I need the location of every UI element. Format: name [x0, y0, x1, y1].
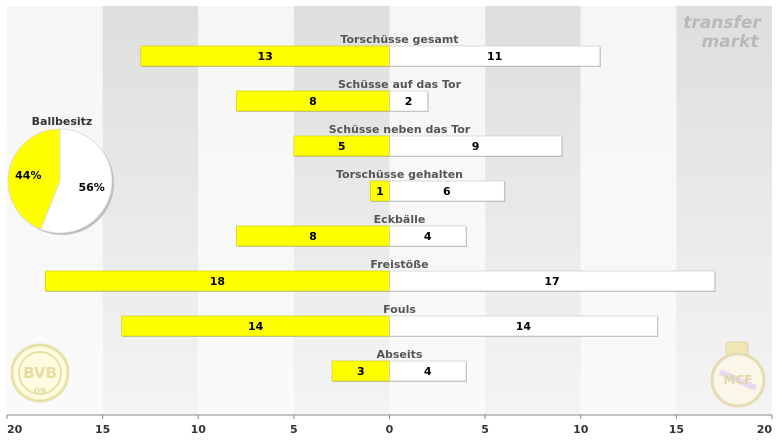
category-row: Schüsse auf das Tor 8 2 — [236, 78, 462, 112]
svg-text:09: 09 — [34, 387, 47, 397]
bar-right-value: 11 — [487, 50, 502, 63]
bar-right-value: 2 — [405, 95, 413, 108]
category-row: Eckbälle 8 4 — [236, 213, 467, 247]
bar-right — [389, 270, 715, 292]
bar-left-value: 13 — [258, 50, 273, 63]
bar-left-value: 18 — [210, 275, 225, 288]
category-label: Abseits — [377, 348, 423, 361]
category-label: Schüsse neben das Tor — [329, 123, 471, 136]
category-label: Fouls — [383, 303, 416, 316]
svg-text:MCF: MCF — [724, 373, 753, 387]
category-row: Abseits 3 4 — [331, 348, 467, 382]
x-axis: 20 15 10 5 0 5 10 15 20 — [6, 414, 773, 436]
x-tick-label: 10 — [573, 423, 589, 436]
category-label: Eckbälle — [374, 213, 426, 226]
pie-slice — [7, 128, 61, 230]
bar-right-value: 17 — [544, 275, 559, 288]
grid-band — [580, 6, 677, 415]
svg-text:BVB: BVB — [23, 364, 57, 382]
bar-right-value: 4 — [424, 230, 432, 243]
bvb-09-crest-icon: BVB 09 — [10, 343, 70, 403]
category-label: Freistöße — [370, 258, 428, 271]
x-tick-label: 15 — [669, 423, 684, 436]
bar-right — [389, 180, 505, 202]
category-label: Schüsse auf das Tor — [338, 78, 462, 91]
possession-pie: Ballbesitz 44% 56% — [7, 115, 114, 235]
x-tick-label: 5 — [481, 423, 489, 436]
grid-band — [293, 6, 390, 415]
category-row: Schüsse neben das Tor 5 9 — [293, 123, 563, 157]
bar-left-value: 5 — [338, 140, 346, 153]
pie-slice-label: 56% — [78, 181, 104, 194]
grid-band — [676, 6, 772, 415]
grid-band — [102, 6, 199, 415]
x-tick-label: 10 — [191, 423, 207, 436]
category-row: Torschüsse gehalten 1 6 — [336, 168, 506, 202]
watermark-line-2: markt — [701, 32, 759, 52]
bar-right — [389, 90, 429, 112]
bar-left-value: 14 — [248, 320, 264, 333]
transfermarkt-watermark: transfer markt — [683, 13, 762, 52]
bar-left-value: 1 — [376, 185, 384, 198]
bar-right — [389, 315, 658, 337]
pie-slice — [40, 128, 113, 234]
x-tick-label: 5 — [290, 423, 298, 436]
grid-band — [485, 6, 581, 415]
bar-left-value: 3 — [357, 365, 365, 378]
real-madrid-crest-icon: MCF — [710, 341, 766, 408]
x-tick-label: 0 — [386, 423, 394, 436]
bar-right — [389, 225, 467, 247]
grid-band — [389, 6, 486, 415]
pie-slice-label: 44% — [15, 169, 41, 182]
bar-right — [389, 360, 467, 382]
x-tick-label: 20 — [7, 423, 23, 436]
bar-right — [389, 135, 562, 157]
x-tick-label: 20 — [757, 423, 773, 436]
bar-left-value: 8 — [309, 230, 317, 243]
bar-left-value: 8 — [309, 95, 317, 108]
category-row: Torschüsse gesamt 13 11 — [140, 33, 601, 67]
x-tick-label: 15 — [95, 423, 110, 436]
category-row: Fouls 14 14 — [121, 303, 659, 337]
pie-title: Ballbesitz — [32, 115, 93, 128]
category-label: Torschüsse gesamt — [340, 33, 458, 46]
bar-right-value: 14 — [516, 320, 532, 333]
category-row: Freistöße 18 17 — [44, 258, 716, 292]
grid-band — [198, 6, 294, 415]
bar-right — [389, 45, 601, 67]
watermark-line-1: transfer — [683, 13, 762, 33]
bar-right-value: 4 — [424, 365, 432, 378]
bar-right-value: 6 — [443, 185, 451, 198]
category-label: Torschüsse gehalten — [336, 168, 463, 181]
bar-right-value: 9 — [472, 140, 480, 153]
